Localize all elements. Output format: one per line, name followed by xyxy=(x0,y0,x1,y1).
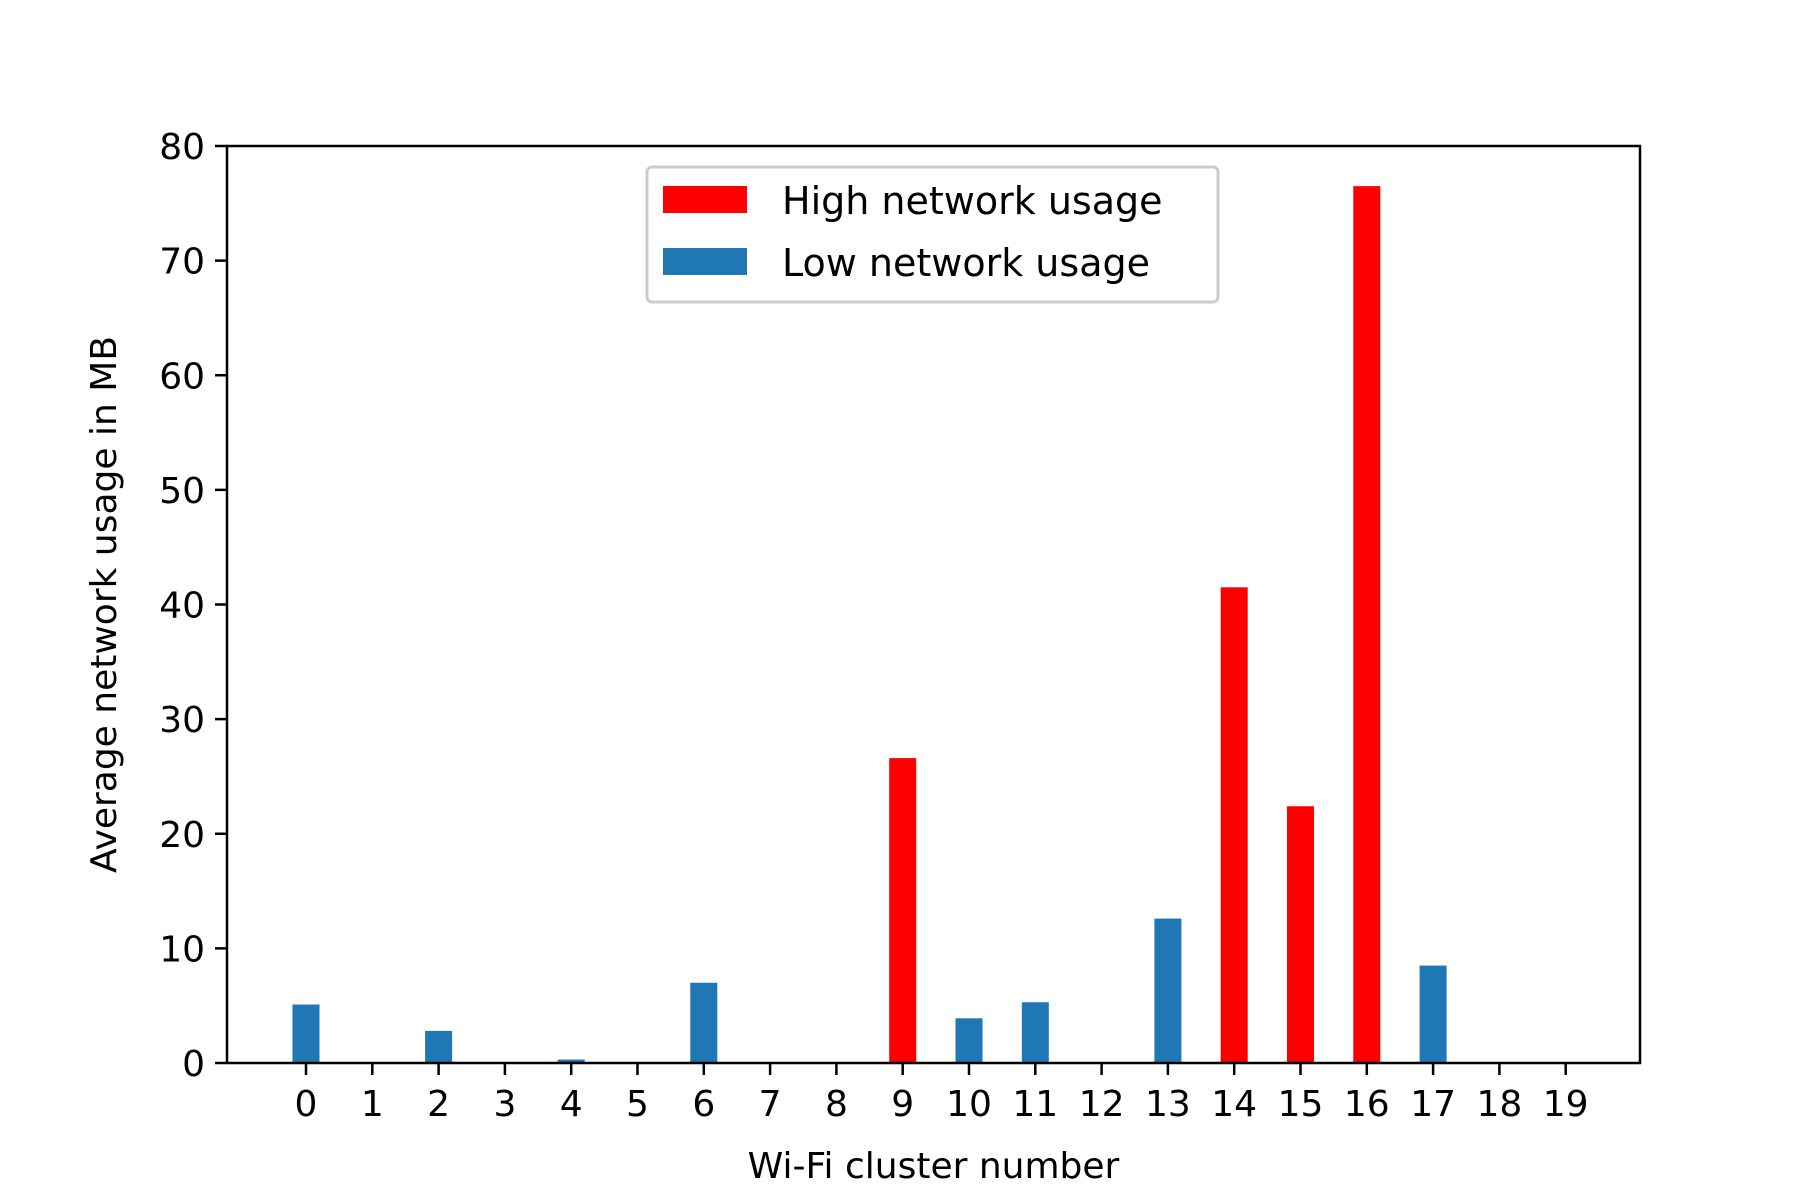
bar-cluster-11 xyxy=(1021,1002,1049,1063)
bar-cluster-10 xyxy=(955,1018,983,1063)
legend-label-low: Low network usage xyxy=(782,241,1150,285)
x-tick-label: 18 xyxy=(1476,1084,1522,1125)
y-axis-label: Average network usage in MB xyxy=(84,336,125,873)
x-tick-label: 14 xyxy=(1211,1084,1257,1125)
x-tick-label: 7 xyxy=(759,1084,782,1125)
x-tick-label: 2 xyxy=(427,1084,450,1125)
bar-cluster-13 xyxy=(1154,918,1182,1063)
legend-label-high: High network usage xyxy=(782,179,1162,223)
legend-swatch-high xyxy=(663,186,747,213)
x-tick-label: 9 xyxy=(891,1084,914,1125)
bar-cluster-16 xyxy=(1353,186,1381,1063)
bar-cluster-15 xyxy=(1287,806,1314,1063)
x-tick-label: 12 xyxy=(1079,1084,1125,1125)
x-tick-label: 19 xyxy=(1543,1084,1589,1125)
bar-cluster-14 xyxy=(1220,587,1248,1063)
x-tick-label: 10 xyxy=(946,1084,992,1125)
bars-group xyxy=(292,186,1447,1063)
x-tick-label: 16 xyxy=(1344,1084,1390,1125)
x-tick-label: 0 xyxy=(295,1084,318,1125)
x-tick-label: 4 xyxy=(560,1084,583,1125)
bar-cluster-6 xyxy=(690,982,718,1063)
x-tick-label: 6 xyxy=(692,1084,715,1125)
legend-swatch-low xyxy=(663,248,747,275)
y-axis: 0 10 20 30 40 50 60 70 80 xyxy=(159,127,227,1085)
bar-cluster-17 xyxy=(1419,965,1447,1063)
x-axis: 0 1 2 3 4 5 6 7 8 9 10 11 12 13 14 15 16 17 18 19 xyxy=(295,1063,1589,1125)
y-tick-label: 60 xyxy=(159,356,205,397)
y-tick-label: 0 xyxy=(182,1044,205,1085)
y-tick-label: 10 xyxy=(159,929,205,970)
y-tick-label: 70 xyxy=(159,242,205,283)
bar-cluster-2 xyxy=(425,1030,453,1063)
legend-box xyxy=(645,165,1220,304)
y-tick-label: 20 xyxy=(159,815,205,856)
x-tick-label: 11 xyxy=(1012,1084,1058,1125)
bar-cluster-4 xyxy=(557,1059,585,1063)
x-tick-label: 13 xyxy=(1145,1084,1191,1125)
x-tick-label: 3 xyxy=(493,1084,516,1125)
x-axis-label: Wi-Fi cluster number xyxy=(748,1146,1120,1187)
bar-cluster-9 xyxy=(889,758,917,1063)
y-tick-label: 80 xyxy=(159,127,205,168)
x-tick-label: 5 xyxy=(626,1084,649,1125)
y-tick-label: 40 xyxy=(159,586,205,627)
x-tick-label: 1 xyxy=(361,1084,384,1125)
legend: High network usage Low network usage xyxy=(645,165,1220,304)
x-tick-label: 8 xyxy=(825,1084,848,1125)
bar-cluster-0 xyxy=(292,1004,320,1063)
x-tick-label: 15 xyxy=(1278,1084,1324,1125)
x-tick-label: 17 xyxy=(1410,1084,1456,1125)
y-tick-label: 30 xyxy=(159,700,205,741)
y-tick-label: 50 xyxy=(159,471,205,512)
